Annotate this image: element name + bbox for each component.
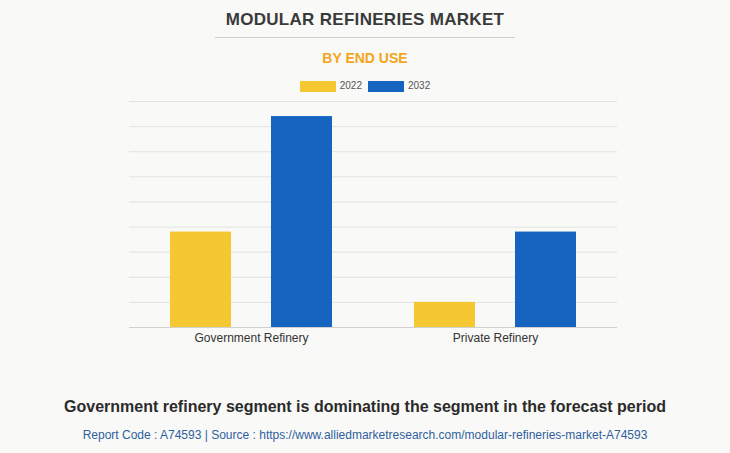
svg-text:Government Refinery: Government Refinery [194,331,308,345]
html-text:BY END USE: BY END USE [322,50,408,66]
html-text:2032: 2032 [408,80,431,91]
svg-text:Private Refinery: Private Refinery [453,331,538,345]
html-text:Government refinery segment is: Government refinery segment is dominatin… [64,398,666,415]
html-text:MODULAR REFINERIES MARKET: MODULAR REFINERIES MARKET [225,10,505,29]
html-text:2022: 2022 [339,80,362,91]
html-text:Report Code : A74593 | Source: Report Code : A74593 | Source : https://… [82,428,648,442]
